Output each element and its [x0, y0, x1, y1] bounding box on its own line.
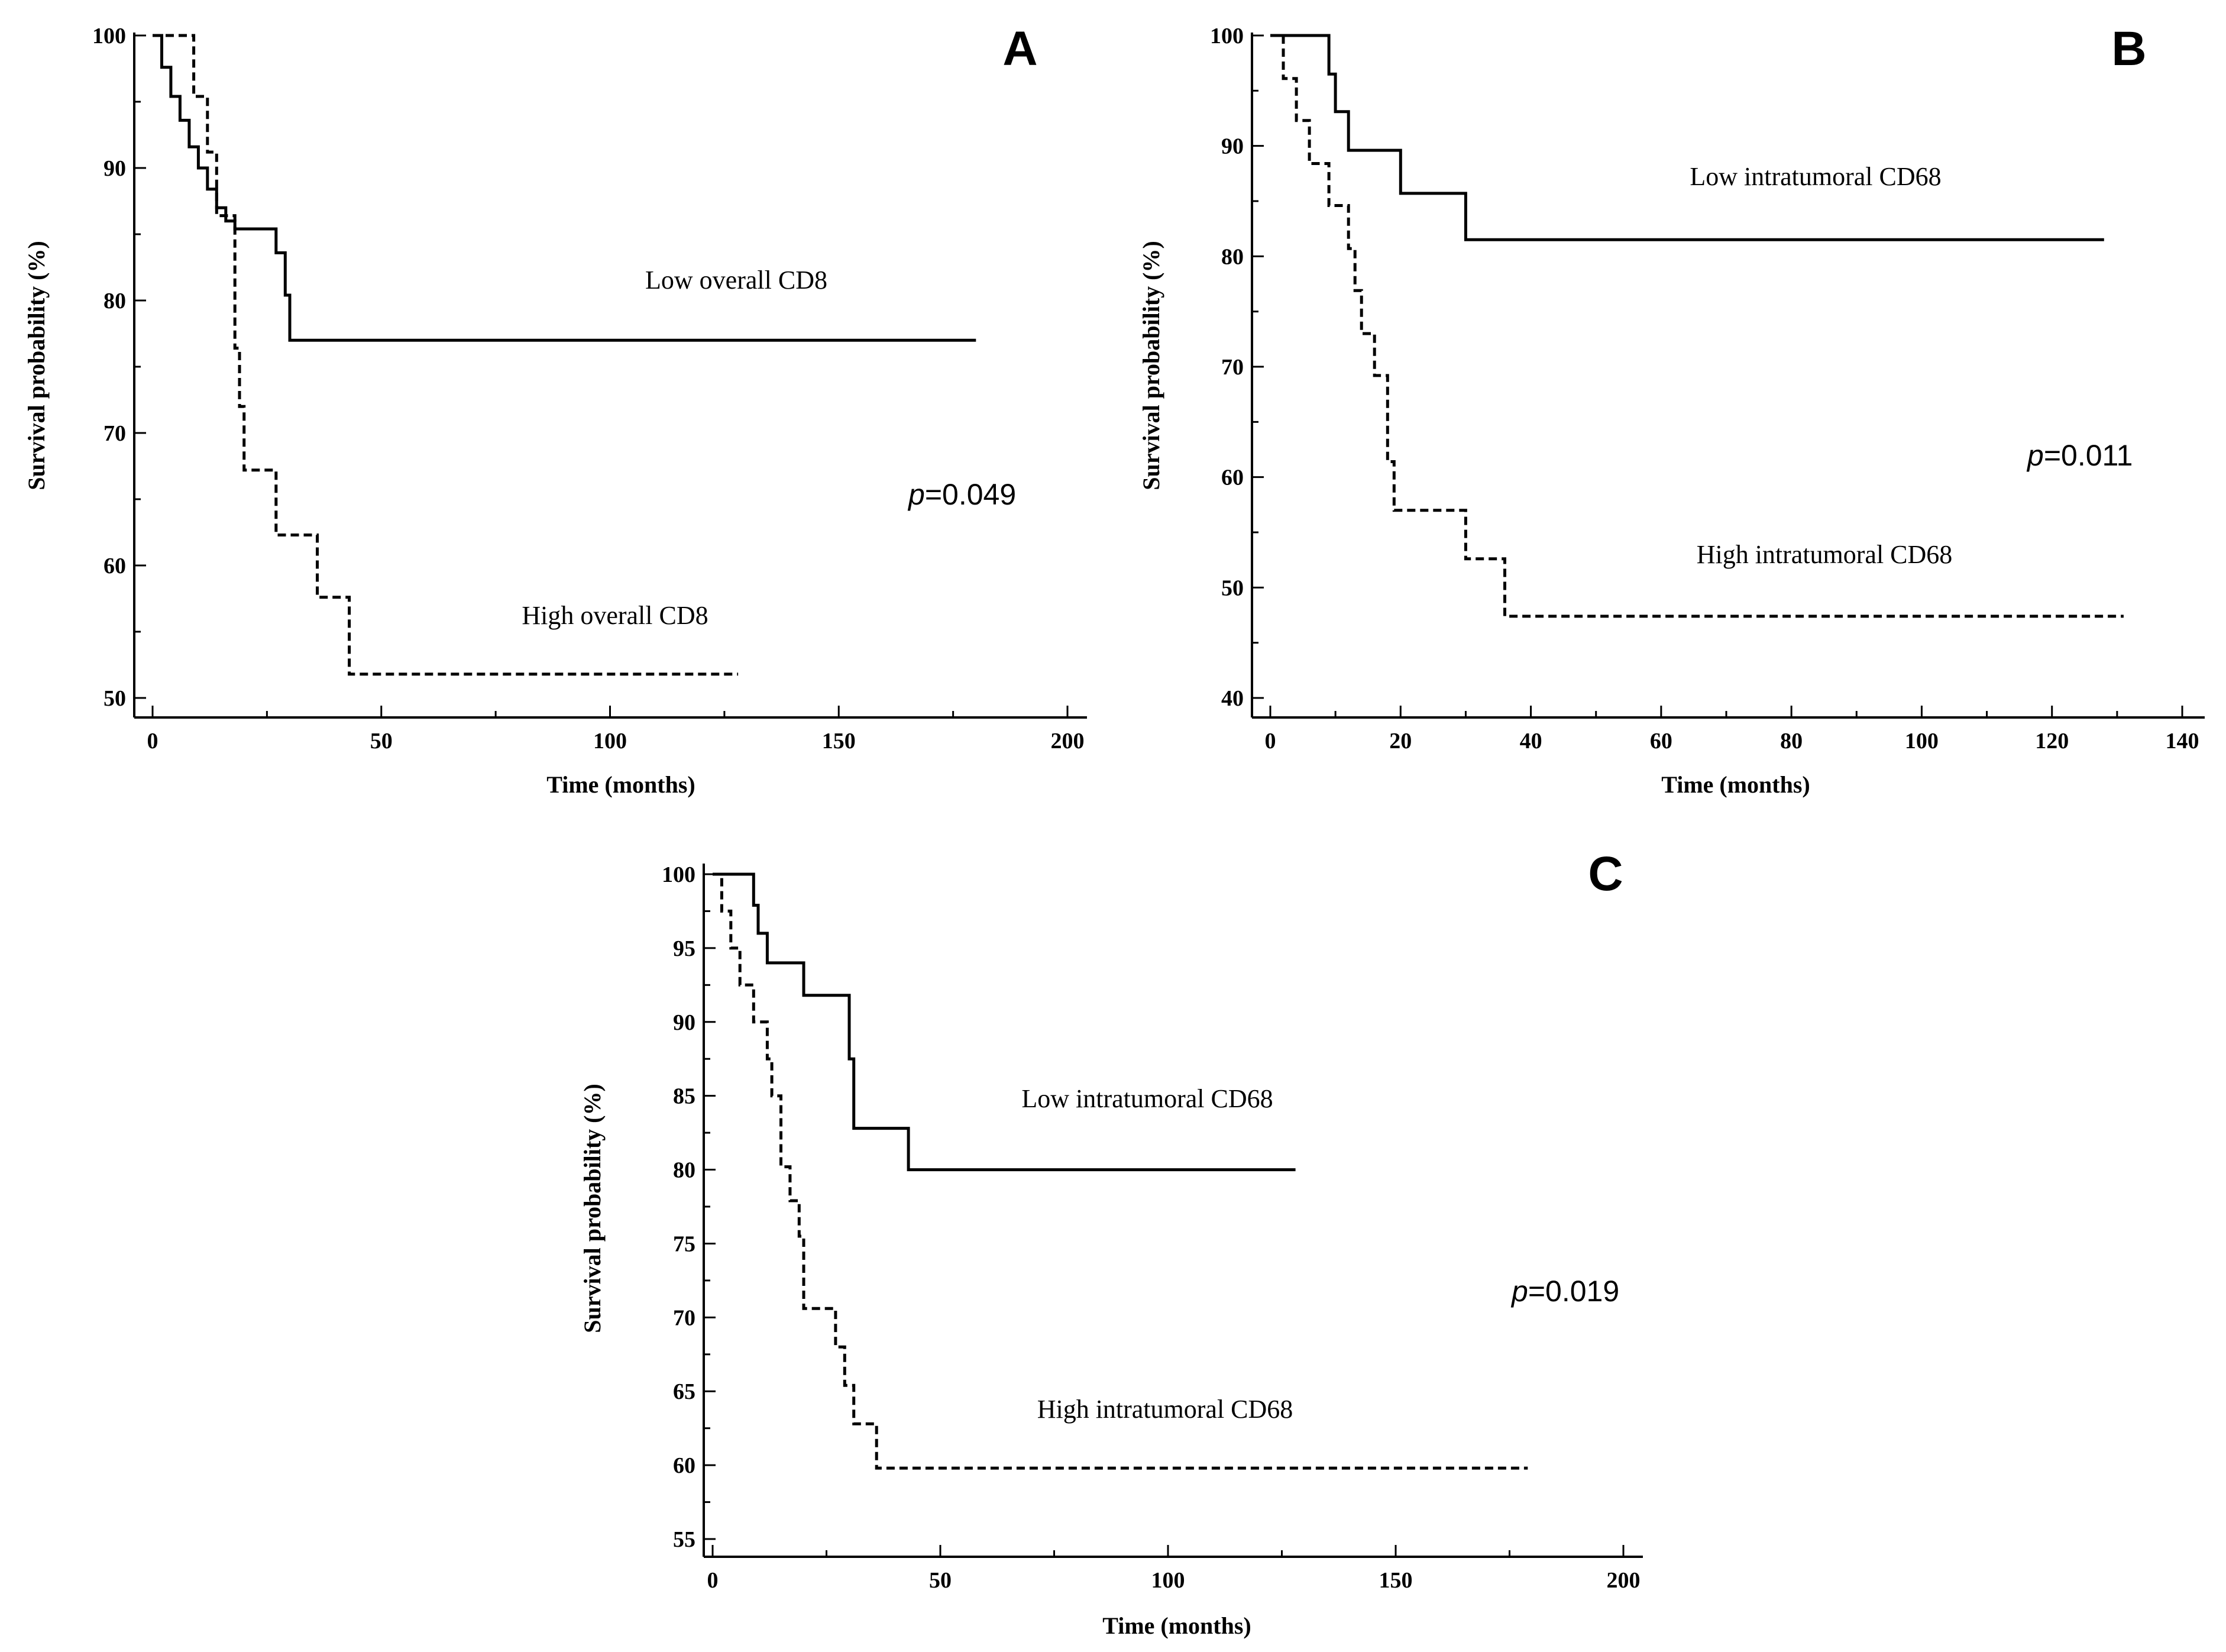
panel-b: 40 50 60 70 80 90 100 0 20 40 60 80 100 120 140 Low in… [1138, 22, 2205, 798]
panel-a-x-tick-label: 200 [1051, 729, 1085, 754]
panel-c-x-tick-label: 200 [1607, 1568, 1641, 1593]
panel-b-y-tick-label: 40 [1221, 686, 1244, 711]
panel-c-pvalue: p=0.019 [1510, 1275, 1619, 1308]
panel-b-y-tick-label: 100 [1210, 24, 1244, 49]
panel-c-y-tick-label: 60 [673, 1453, 695, 1478]
panel-b-label-high: High intratumoral CD68 [1697, 540, 1953, 569]
panel-c-letter: C [1588, 847, 1623, 901]
panel-a-pvalue-value: =0.049 [925, 478, 1016, 511]
panel-a-y-title: Survival probability (%) [23, 241, 50, 490]
panel-c-pvalue-p: p [1510, 1275, 1528, 1308]
panel-a-x-tick-label: 100 [593, 729, 627, 754]
panel-b-pvalue-p: p [2026, 439, 2044, 472]
panel-b-x-tick-label: 40 [1520, 729, 1542, 754]
panel-a-pvalue-p: p [907, 478, 925, 511]
panel-b-y-tick-label: 70 [1221, 355, 1244, 380]
panel-b-pvalue: p=0.011 [2026, 439, 2133, 472]
panel-c-x-tick-label: 0 [707, 1568, 719, 1593]
panel-a-x-title: Time (months) [546, 771, 695, 798]
panel-c-axes: 55 60 65 70 75 80 85 90 95 100 0 50 100 150 200 [662, 862, 1643, 1593]
panel-b-x-tick-label: 140 [2166, 729, 2199, 754]
panel-b-x-tick-label: 0 [1265, 729, 1276, 754]
panel-b-label-low: Low intratumoral CD68 [1690, 162, 1941, 191]
panel-b-axes: 40 50 60 70 80 90 100 0 20 40 60 80 100 120 140 [1210, 24, 2205, 754]
panel-c-y-tick-label: 65 [673, 1379, 695, 1404]
panel-a-label-high: High overall CD8 [522, 601, 708, 630]
panel-b-curve-high [1270, 34, 2124, 618]
panel-c-curve-high [713, 872, 1528, 1470]
panel-a-y-tick-label: 80 [103, 289, 126, 313]
panel-c-y-tick-label: 55 [673, 1527, 695, 1552]
panel-c-y-tick-label: 85 [673, 1084, 695, 1109]
panel-c-pvalue-value: =0.019 [1528, 1275, 1619, 1308]
panel-b-curves [1270, 34, 2124, 618]
panel-b-y-tick-label: 60 [1221, 465, 1244, 490]
panel-b-x-tick-label: 60 [1650, 729, 1672, 754]
panel-b-x-tick-label: 80 [1780, 729, 1803, 754]
panel-c-x-tick-label: 50 [929, 1568, 952, 1593]
panel-c-y-tick-label: 90 [673, 1010, 695, 1035]
panel-a-label-low: Low overall CD8 [645, 266, 827, 295]
panel-a-curves [153, 34, 976, 676]
panel-a-curve-low [153, 34, 976, 342]
panel-a-y-tick-label: 60 [103, 554, 126, 578]
panel-b-curve-low [1270, 34, 2104, 241]
panel-c-curve-low [713, 872, 1296, 1172]
panel-b-y-title: Survival probability (%) [1138, 241, 1164, 490]
panel-a-axes: 50 60 70 80 90 100 0 50 100 150 200 [92, 24, 1087, 754]
panel-b-pvalue-value: =0.011 [2044, 439, 2133, 472]
panel-a-x-tick-label: 150 [822, 729, 856, 754]
panel-b-y-tick-label: 90 [1221, 134, 1244, 159]
panel-c-y-tick-label: 75 [673, 1231, 695, 1256]
panel-c-y-tick-label: 70 [673, 1305, 695, 1330]
panel-a-y-tick-label: 100 [92, 24, 126, 49]
panel-a-y-tick-label: 50 [103, 686, 126, 711]
panel-b-x-tick-label: 100 [1905, 729, 1939, 754]
panel-c-x-tick-label: 100 [1151, 1568, 1185, 1593]
panel-b-y-tick-label: 80 [1221, 244, 1244, 269]
panel-b-x-tick-label: 120 [2035, 729, 2069, 754]
panel-a: 50 60 70 80 90 100 0 50 100 150 200 Low overall CD… [23, 22, 1087, 798]
panel-c-y-tick-label: 100 [662, 862, 695, 887]
panel-c-label-high: High intratumoral CD68 [1037, 1395, 1293, 1424]
panel-a-x-tick-label: 0 [147, 729, 158, 754]
panel-b-y-tick-label: 50 [1221, 576, 1244, 600]
panel-b-letter: B [2111, 22, 2146, 76]
panel-c-y-tick-label: 80 [673, 1158, 695, 1183]
panel-c: 55 60 65 70 75 80 85 90 95 100 0 50 100 150 200 Low in… [579, 847, 1643, 1639]
panel-a-y-tick-label: 70 [103, 421, 126, 446]
panel-c-label-low: Low intratumoral CD68 [1021, 1084, 1273, 1113]
panel-c-curves [713, 872, 1528, 1470]
panel-b-x-title: Time (months) [1661, 771, 1810, 798]
panel-a-letter: A [1002, 22, 1037, 76]
panel-c-y-title: Survival probability (%) [579, 1084, 606, 1333]
panel-a-curve-high [153, 34, 739, 676]
panel-c-x-tick-label: 150 [1379, 1568, 1413, 1593]
panel-b-x-tick-label: 20 [1389, 729, 1412, 754]
panel-c-y-tick-label: 95 [673, 936, 695, 961]
panel-a-pvalue: p=0.049 [907, 478, 1016, 511]
panel-a-y-tick-label: 90 [103, 156, 126, 181]
panel-a-x-tick-label: 50 [370, 729, 393, 754]
panel-c-x-title: Time (months) [1102, 1612, 1251, 1639]
